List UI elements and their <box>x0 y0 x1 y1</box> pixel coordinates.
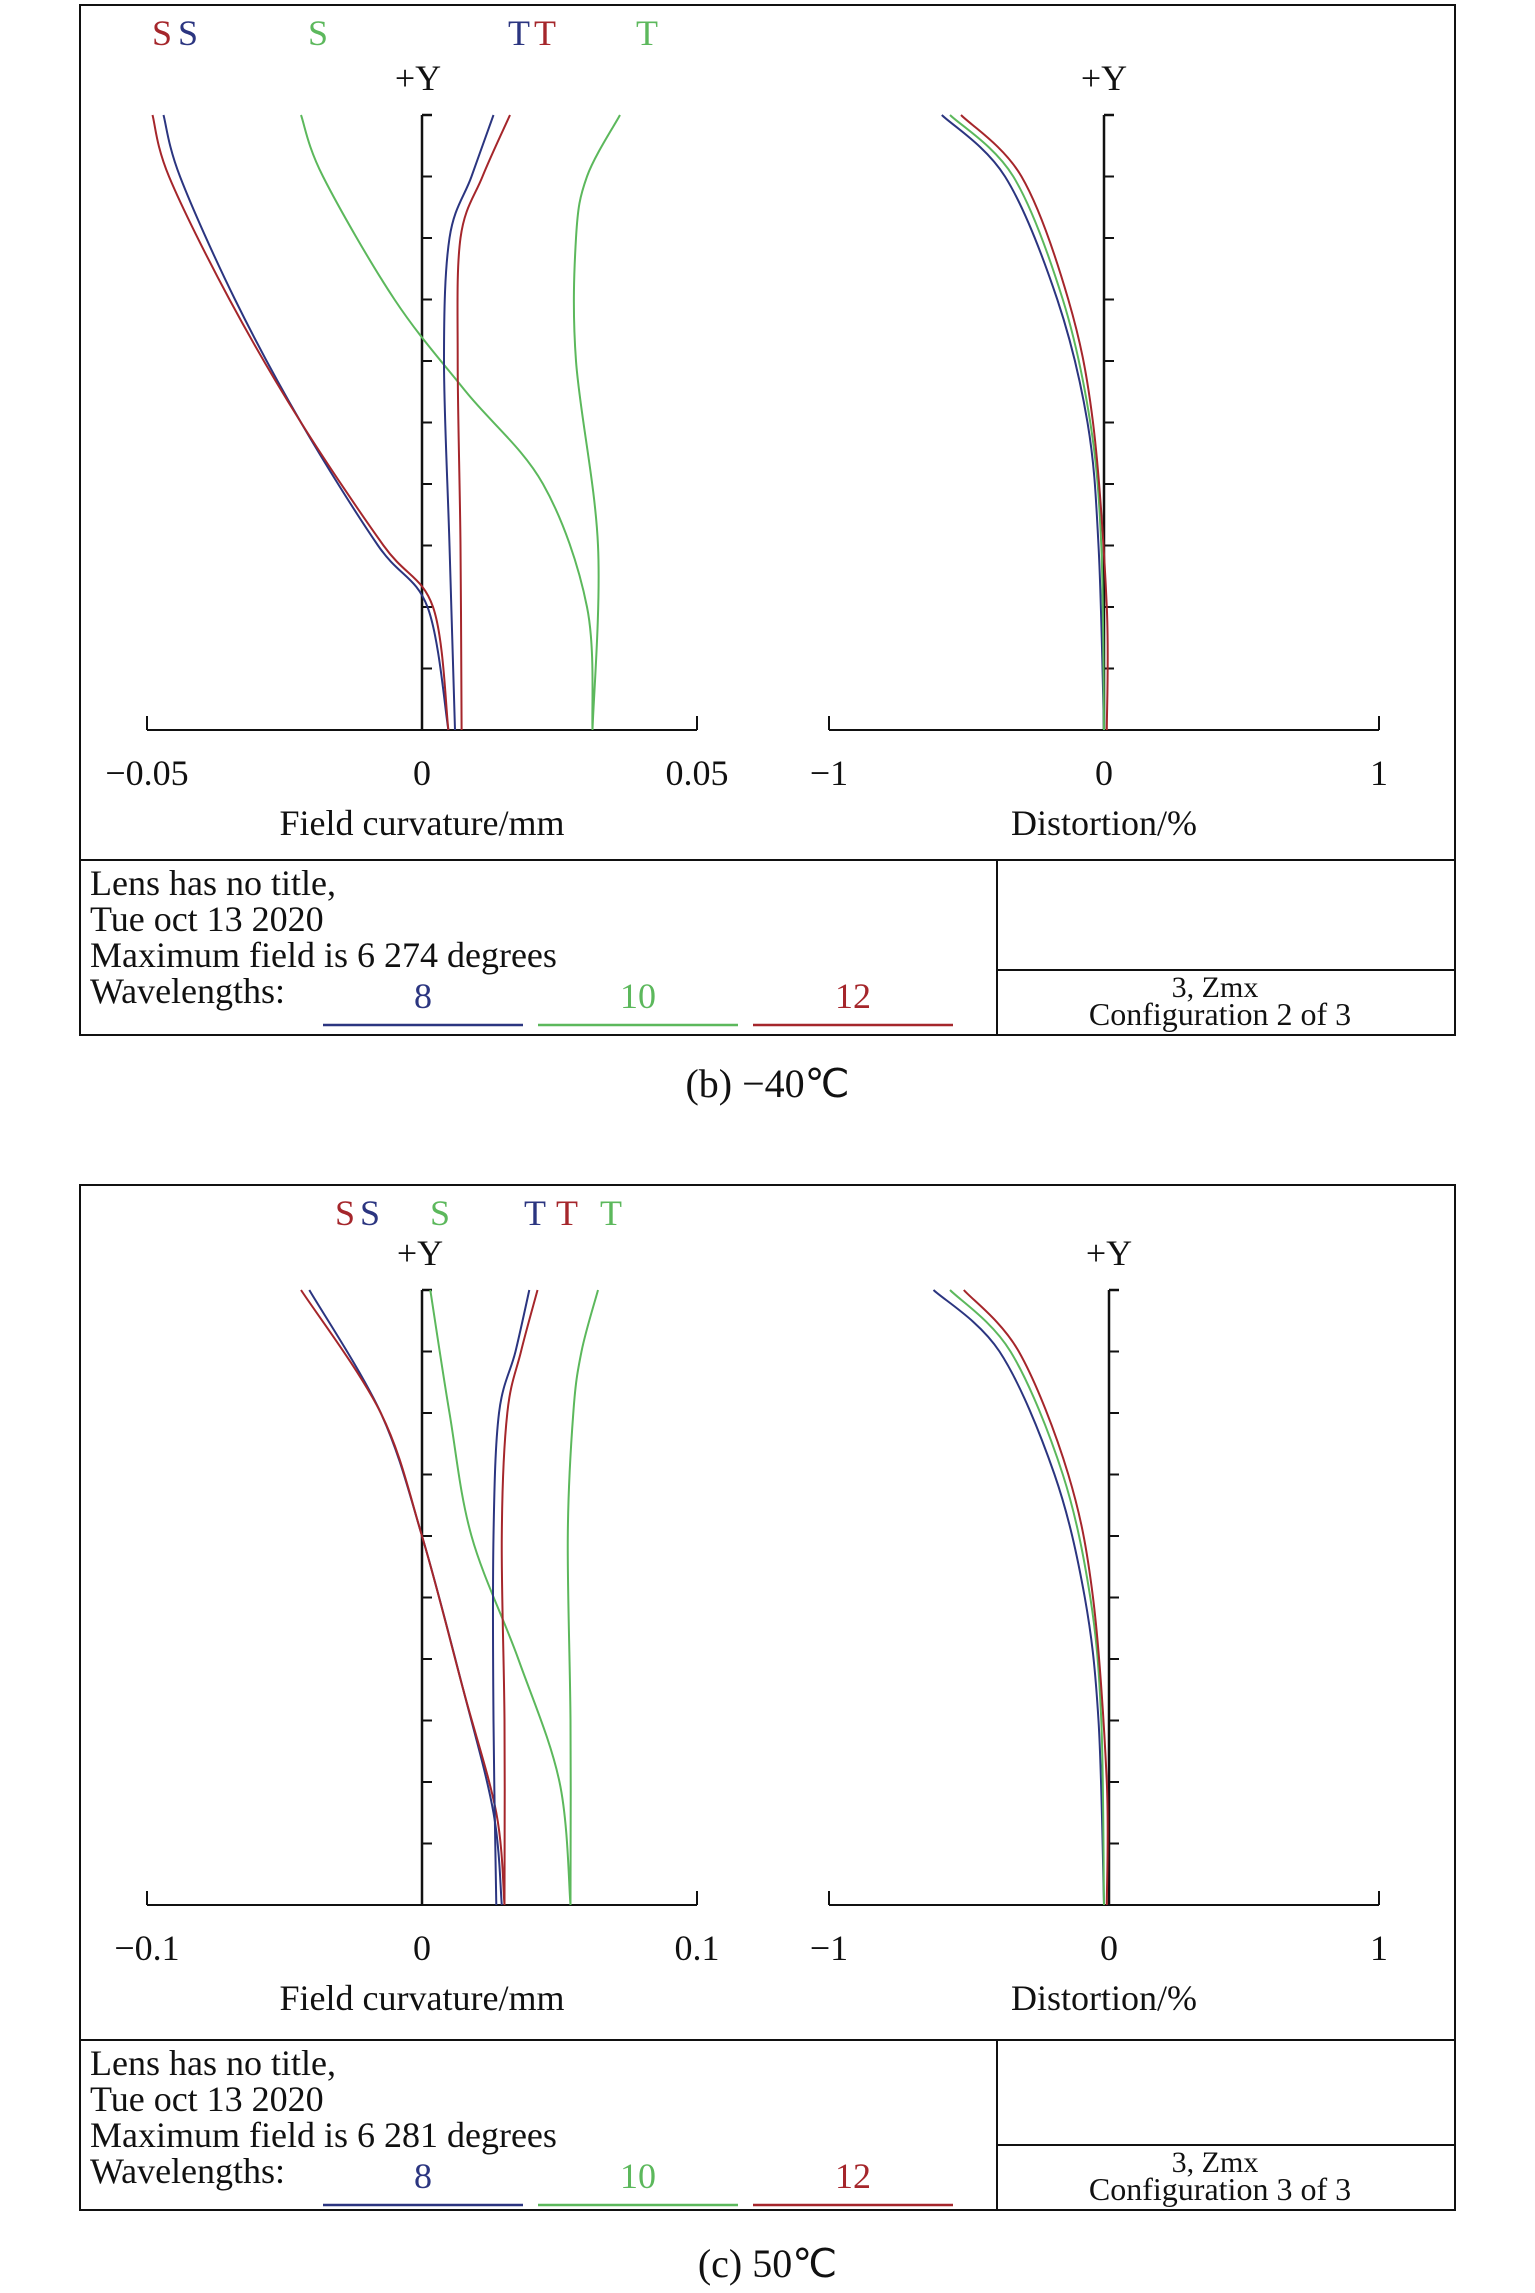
field-curve-s-green <box>300 114 594 731</box>
legend-letter-t: T <box>636 13 658 53</box>
wavelength-value: 12 <box>835 976 871 1016</box>
config-label: Configuration 2 of 3 <box>1089 996 1351 1032</box>
legend-letter-t: T <box>600 1193 622 1233</box>
fc-x-tick-label: 0.05 <box>666 753 729 793</box>
wavelength-value: 12 <box>835 2156 871 2196</box>
field-curve-t-red <box>500 1289 539 1906</box>
plot-frame <box>79 1184 1456 2211</box>
ds-plus-y-label: +Y <box>1086 1233 1132 1273</box>
distortion-curve-8-blue <box>932 1289 1105 1906</box>
info-line: Maximum field is 6 274 degrees <box>90 935 557 975</box>
legend-letter-t: T <box>508 13 530 53</box>
legend-letter-t: T <box>556 1193 578 1233</box>
ds-x-tick-label: 1 <box>1370 1928 1388 1968</box>
legend-letter-s: S <box>360 1193 380 1233</box>
distortion-curve-12-red <box>960 114 1109 731</box>
field-curve-t-red <box>456 114 511 731</box>
field-curve-t-blue <box>491 1289 531 1906</box>
field-curve-s-blue <box>162 114 450 731</box>
wavelengths-label: Wavelengths: <box>90 2151 285 2191</box>
fc-x-tick-label: 0 <box>413 753 431 793</box>
field-curve-t-blue <box>442 114 495 731</box>
config-file: 3, Zmx <box>1172 2146 1259 2179</box>
fc-plus-y-label: +Y <box>397 1233 443 1273</box>
ds-x-tick-label: 0 <box>1100 1928 1118 1968</box>
legend-letter-s: S <box>335 1193 355 1233</box>
wavelength-value: 10 <box>620 976 656 1016</box>
info-line: Lens has no title, <box>90 2043 336 2083</box>
wavelength-value: 10 <box>620 2156 656 2196</box>
distortion-curve-12-red <box>963 1289 1109 1906</box>
distortion-curve-10-green <box>949 114 1105 731</box>
distortion-curve-10-green <box>949 1289 1105 1906</box>
fc-axis-title: Field curvature/mm <box>280 803 565 843</box>
legend-letter-s: S <box>152 13 172 53</box>
config-file: 3, Zmx <box>1172 971 1259 1004</box>
info-line: Tue oct 13 2020 <box>90 899 324 939</box>
caption-panel-c: (c) 50℃ <box>697 2241 838 2286</box>
legend-letter-s: S <box>308 13 328 53</box>
info-line: Lens has no title, <box>90 863 336 903</box>
fc-axis-title: Field curvature/mm <box>280 1978 565 2018</box>
ds-x-tick-label: −1 <box>810 1928 848 1968</box>
field-curve-s-green <box>429 1289 572 1906</box>
caption-panel-b: (b) −40℃ <box>685 1061 850 1106</box>
field-curve-s-red <box>300 1289 506 1906</box>
field-curve-t-green <box>566 1289 599 1906</box>
field-curve-s-red <box>151 114 450 731</box>
info-line: Tue oct 13 2020 <box>90 2079 324 2119</box>
distortion-curve-8-blue <box>941 114 1105 731</box>
ds-axis-title: Distortion/% <box>1011 803 1197 843</box>
ds-x-tick-label: 1 <box>1370 753 1388 793</box>
legend-letter-s: S <box>178 13 198 53</box>
config-label: Configuration 3 of 3 <box>1089 2171 1351 2207</box>
ds-x-tick-label: 0 <box>1095 753 1113 793</box>
fc-x-tick-label: −0.05 <box>105 753 188 793</box>
wavelength-value: 8 <box>414 976 432 1016</box>
fc-x-tick-label: 0.1 <box>675 1928 720 1968</box>
ds-plus-y-label: +Y <box>1081 58 1127 98</box>
fc-x-tick-label: 0 <box>413 1928 431 1968</box>
field-curve-t-green <box>572 114 621 731</box>
fc-plus-y-label: +Y <box>395 58 441 98</box>
legend-letter-s: S <box>430 1193 450 1233</box>
legend-letter-t: T <box>524 1193 546 1233</box>
ds-x-tick-label: −1 <box>810 753 848 793</box>
wavelength-value: 8 <box>414 2156 432 2196</box>
ds-axis-title: Distortion/% <box>1011 1978 1197 2018</box>
fc-x-tick-label: −0.1 <box>114 1928 179 1968</box>
wavelengths-label: Wavelengths: <box>90 971 285 1011</box>
info-line: Maximum field is 6 281 degrees <box>90 2115 557 2155</box>
plot-frame <box>79 4 1456 1036</box>
field-curve-s-blue <box>308 1289 503 1906</box>
legend-letter-t: T <box>534 13 556 53</box>
